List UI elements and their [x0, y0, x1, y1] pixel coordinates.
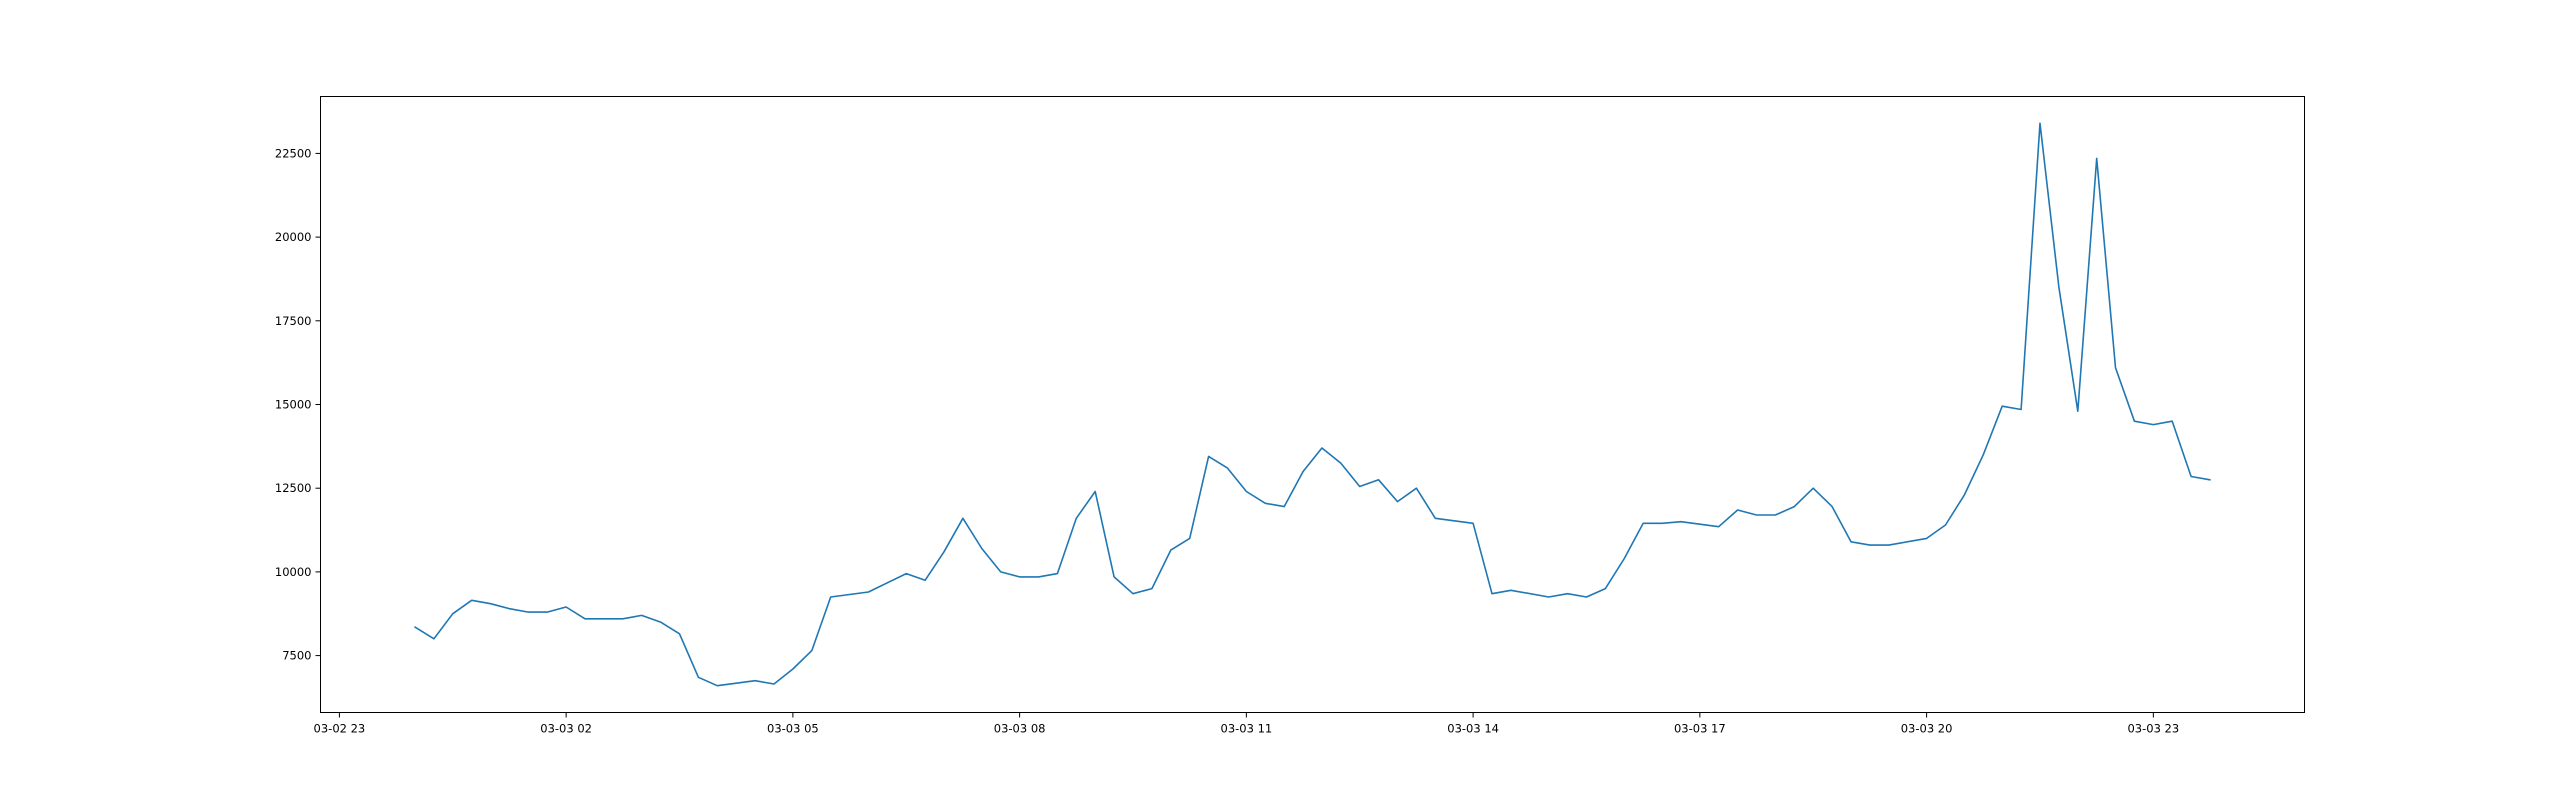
x-axis: 03-02 23 03-03 02 03-03 05 03-03 08 03-03 11…: [314, 712, 2179, 736]
x-tick-label: 03-03 11: [1221, 722, 1273, 736]
series-line: [414, 122, 2211, 687]
x-tick-label: 03-03 23: [2127, 722, 2179, 736]
x-tick-label: 03-03 05: [767, 722, 819, 736]
x-tick-label: 03-03 20: [1901, 722, 1953, 736]
x-tick-label: 03-03 17: [1674, 722, 1726, 736]
y-tick-label: 17500: [275, 314, 312, 328]
y-tick-label: 22500: [275, 146, 312, 160]
y-tick-label: 7500: [282, 649, 311, 663]
y-tick-label: 12500: [275, 481, 312, 495]
x-tick-label: 03-03 02: [540, 722, 592, 736]
y-tick-label: 15000: [275, 398, 312, 412]
x-tick-label: 03-02 23: [314, 722, 366, 736]
y-axis: 7500 10000 12500 15000 17500 20000 22500: [275, 146, 321, 663]
x-tick-label: 03-03 14: [1447, 722, 1499, 736]
x-tick-label: 03-03 08: [994, 722, 1046, 736]
y-tick-label: 20000: [275, 230, 312, 244]
plot-frame: [320, 96, 2305, 713]
y-tick-label: 10000: [275, 565, 312, 579]
